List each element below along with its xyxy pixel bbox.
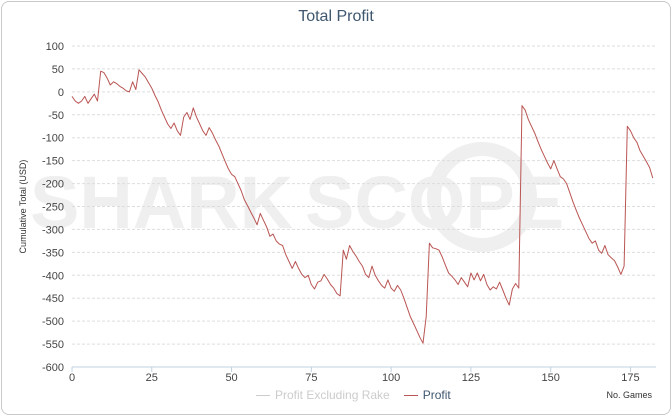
- x-tick-label: 175: [621, 372, 639, 384]
- x-tick-label: 0: [69, 372, 75, 384]
- series-line-profit: [71, 69, 654, 344]
- y-axis-ticks: 100 50 0 -50 -100 -150 -200 -250 -300 -350 -400 -45…: [42, 41, 64, 374]
- watermark-text-1: SHARK: [30, 161, 293, 244]
- y-tick-label: 50: [52, 64, 64, 76]
- x-tick-label: 25: [146, 372, 158, 384]
- x-tick-label: 125: [462, 372, 480, 384]
- y-tick-label: -200: [42, 179, 64, 191]
- y-tick-label: -300: [42, 224, 64, 236]
- grid-lines: [72, 45, 656, 345]
- x-tick-label: 75: [305, 372, 317, 384]
- y-tick-label: -250: [42, 202, 64, 214]
- watermark-scope-ring: [427, 142, 537, 252]
- y-tick-label: -100: [42, 133, 64, 145]
- x-axis-label: No. Games: [606, 390, 652, 400]
- sharkscope-watermark: SHARK SCOPE: [30, 142, 564, 252]
- y-tick-label: -450: [42, 293, 64, 305]
- y-tick-label: -150: [42, 156, 64, 168]
- y-tick-label: 0: [58, 87, 64, 99]
- series-layer: [71, 69, 654, 344]
- y-tick-label: -350: [42, 247, 64, 259]
- y-tick-label: -550: [42, 339, 64, 351]
- x-tick-label: 100: [382, 372, 400, 384]
- y-tick-label: 100: [46, 41, 64, 53]
- y-tick-label: -600: [42, 362, 64, 374]
- legend-label-profit: Profit: [422, 388, 451, 402]
- y-axis-label: Cumulative Total (USD): [18, 160, 28, 254]
- legend-item-profit[interactable]: Profit: [403, 388, 451, 402]
- legend-item-profit-excluding-rake[interactable]: Profit Excluding Rake: [256, 388, 390, 402]
- y-tick-label: -400: [42, 270, 64, 282]
- legend-swatch-profit: [403, 394, 418, 396]
- legend-label-profit-excluding-rake: Profit Excluding Rake: [275, 388, 390, 402]
- legend-swatch-profit-excluding-rake: [256, 394, 270, 396]
- y-tick-label: -50: [48, 110, 64, 122]
- x-axis-ticks: 0 25 50 75 100 125 150 175: [69, 366, 656, 384]
- x-tick-label: 50: [225, 372, 237, 384]
- y-tick-label: -500: [42, 316, 64, 328]
- chart-title: Total Profit: [298, 8, 374, 25]
- legend: Profit Excluding Rake Profit: [256, 388, 465, 402]
- x-tick-label: 150: [542, 372, 560, 384]
